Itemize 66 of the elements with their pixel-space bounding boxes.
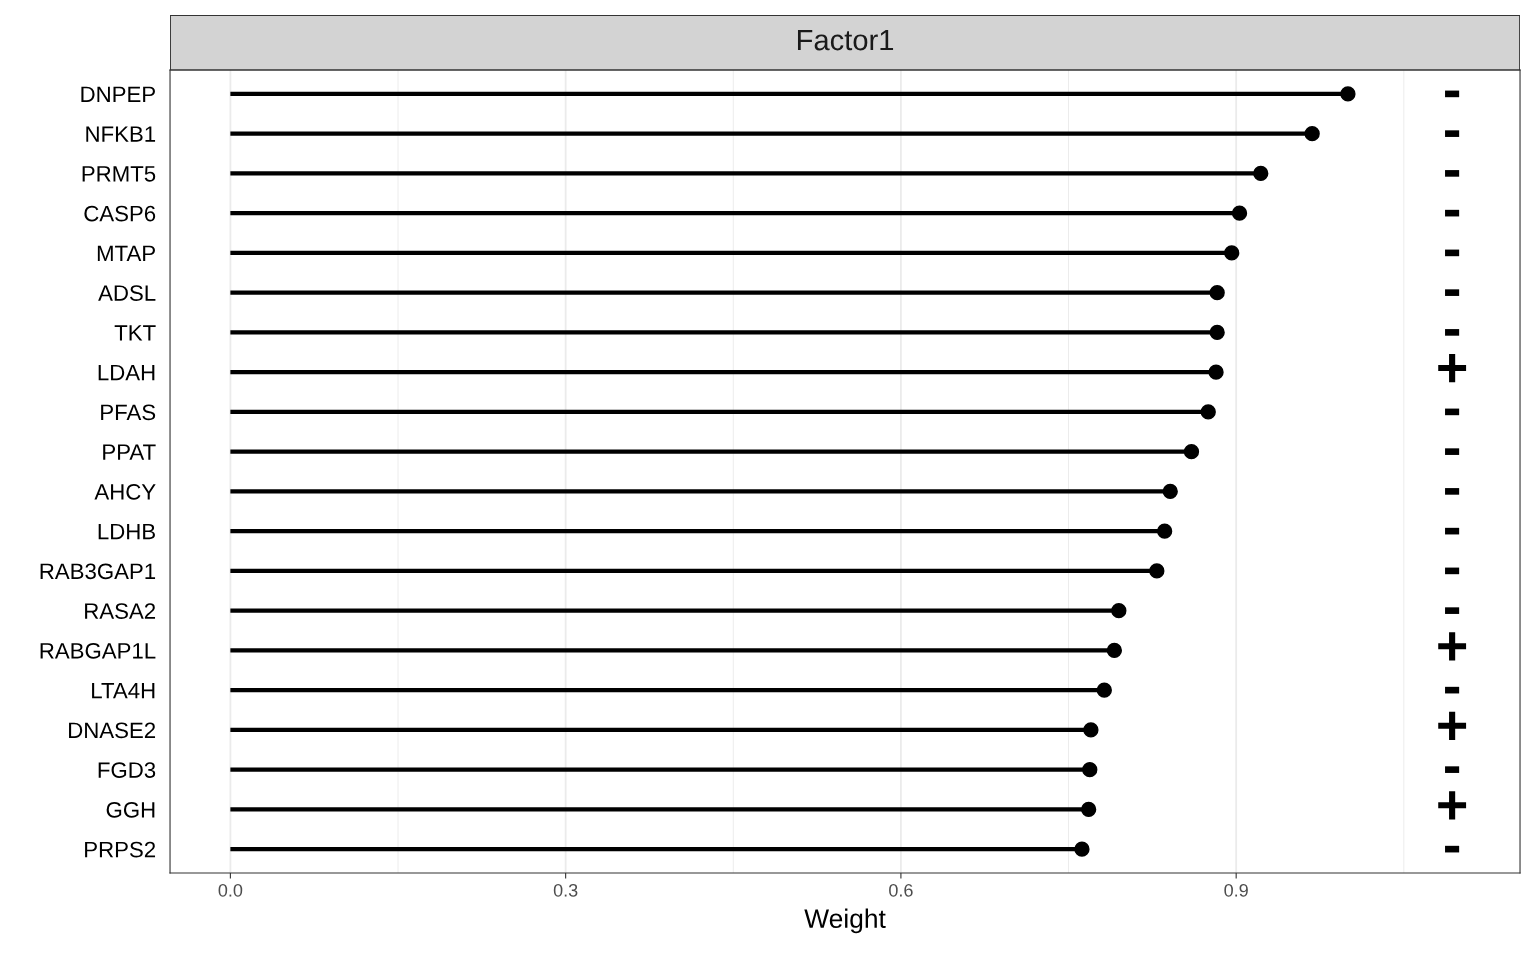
annotation: - (1445, 845, 1460, 853)
x-tick-label: 0.3 (553, 883, 578, 897)
annotation: - (1445, 249, 1460, 257)
annotation: - (1445, 130, 1460, 137)
annotation: - (1445, 209, 1460, 217)
annotation: - (1445, 567, 1460, 575)
point (1209, 324, 1225, 341)
point (1083, 722, 1099, 738)
y-tick-label: LTA4H (92, 682, 155, 699)
annotation: - (1445, 488, 1460, 495)
chart-title: Factor1 (797, 30, 894, 51)
annotation: - (1445, 329, 1460, 336)
y-tick-label: PPAT (103, 444, 156, 460)
point (1096, 682, 1112, 698)
point (1208, 364, 1224, 380)
y-tick-label: CASP6 (84, 205, 156, 222)
annotation: - (1445, 408, 1460, 416)
annotation: + (1438, 632, 1467, 661)
y-tick-label: PFAS (101, 404, 156, 421)
y-tick-label: DNASE2 (69, 722, 156, 739)
y-tick-label: NFKB1 (86, 126, 156, 142)
y-tick-label: RABGAP1L (40, 642, 156, 659)
point (1082, 762, 1098, 778)
point (1106, 642, 1122, 659)
annotation: - (1445, 170, 1460, 177)
y-tick-label: DNPEP (81, 86, 155, 102)
point (1209, 285, 1225, 301)
x-tick-label: 0.0 (218, 883, 243, 897)
y-tick-label: AHCY (94, 483, 156, 500)
annotation: + (1438, 353, 1467, 383)
y-tick-label: PRPS2 (85, 841, 156, 858)
annotation: - (1445, 766, 1460, 773)
annotation: - (1445, 289, 1460, 296)
annotation: - (1445, 448, 1460, 455)
point (1111, 603, 1127, 619)
y-tick-label: TKT (114, 325, 156, 341)
point (1081, 801, 1097, 818)
point (1074, 841, 1090, 857)
y-tick-label: ADSL (98, 285, 156, 301)
x-tick-label: 0.9 (1224, 883, 1248, 897)
y-tick-label: MTAP (97, 245, 155, 261)
annotation: - (1445, 90, 1460, 98)
point (1304, 126, 1320, 142)
point (1183, 444, 1200, 460)
point (1162, 483, 1178, 500)
point (1157, 523, 1173, 539)
point (1200, 404, 1216, 420)
y-tick-label: LDHB (98, 523, 155, 540)
y-tick-label: FGD3 (98, 762, 156, 778)
annotation: + (1438, 791, 1467, 820)
y-tick-label: RAB3GAP1 (40, 563, 156, 580)
point (1231, 205, 1248, 221)
y-tick-label: LDAH (98, 364, 155, 381)
y-tick-label: GGH (106, 801, 155, 818)
annotation: - (1445, 607, 1460, 614)
point (1149, 563, 1165, 579)
y-tick-label: PRMT5 (82, 166, 156, 182)
x-axis-title: Weight (804, 908, 886, 934)
annotation: - (1445, 527, 1460, 535)
annotation: - (1445, 686, 1460, 694)
point (1253, 165, 1269, 182)
x-tick-label: 0.6 (889, 883, 913, 897)
point (1224, 245, 1240, 261)
point (1340, 86, 1356, 102)
y-tick-label: RASA2 (85, 603, 156, 619)
annotation: + (1438, 711, 1467, 740)
